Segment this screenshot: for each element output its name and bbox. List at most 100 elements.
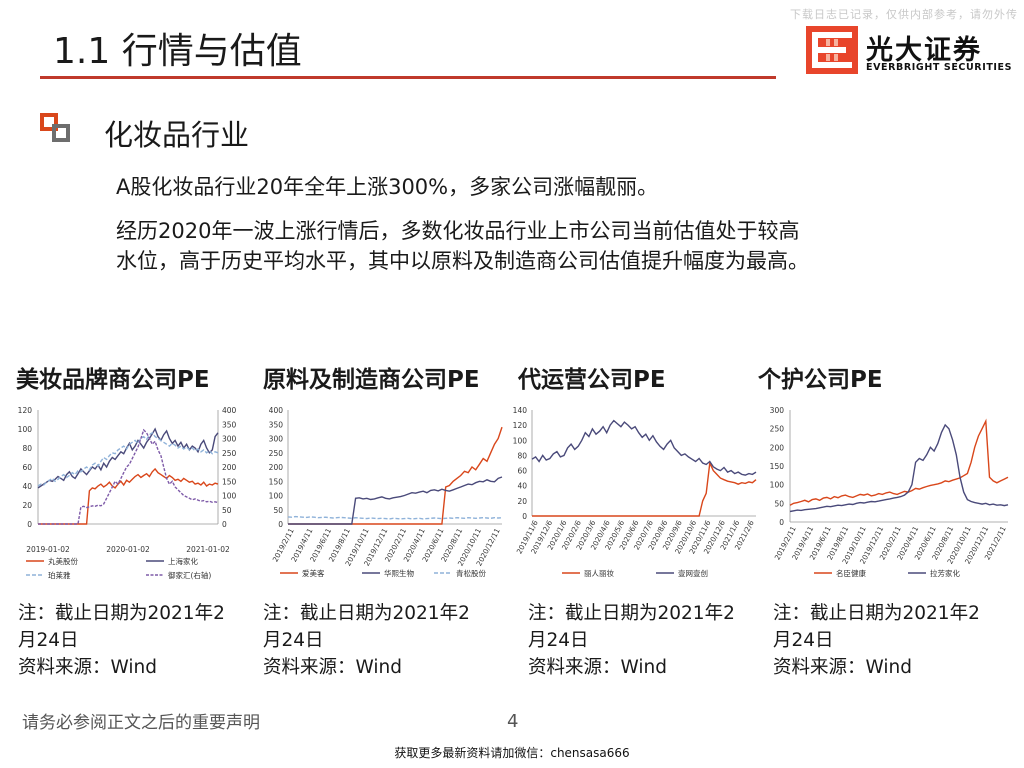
logo-chinese-name: 光大证券 [866, 35, 982, 66]
disclaimer: 请务必参阅正文之后的重要声明 [22, 713, 260, 733]
chart4-y-tick: 200 [770, 443, 785, 452]
chart2-legend-label: 华熙生物 [384, 568, 414, 578]
chart-title-beauty-brands: 美妆品牌商公司PE [16, 367, 210, 393]
chart3-y-tick: 100 [513, 436, 528, 445]
everbright-logo-icon [806, 26, 858, 74]
chart1-series-1 [37, 427, 219, 489]
chart2-y-tick: 100 [269, 492, 284, 501]
chart1-y-tick: 100 [18, 425, 33, 434]
chart4-y-tick: 300 [770, 406, 785, 415]
section-heading: 化妆品行业 [104, 118, 250, 152]
chart3-y-tick: 20 [517, 497, 527, 506]
chart2-y-tick: 250 [269, 449, 284, 458]
title-divider [40, 76, 776, 79]
chart3-y-tick: 0 [522, 512, 527, 521]
chart1-note-source: 资料来源：Wind [18, 657, 157, 678]
chart1-y2-tick: 350 [222, 420, 237, 429]
chart4-note-source: 资料来源：Wind [773, 657, 912, 678]
chart1-x-tick: 2021-01-02 [186, 545, 230, 554]
chart1-y2-tick: 250 [222, 449, 237, 458]
page-number: 4 [507, 711, 519, 732]
chart3-y-tick: 40 [517, 482, 527, 491]
page-title: 1.1 行情与估值 [53, 31, 302, 72]
chart2-y-tick: 300 [269, 435, 284, 444]
chart1-series-2 [37, 431, 219, 487]
chart1-y-tick: 120 [18, 406, 33, 415]
paragraph-2-line-2: 水位，高于历史平均水平，其中以原料及制造商公司估值提升幅度为最高。 [116, 249, 809, 273]
chart3-note-source: 资料来源：Wind [528, 657, 667, 678]
chart3-note: 注：截止日期为2021年2 月24日 资料来源：Wind [528, 600, 735, 681]
chart4-y-tick: 150 [770, 462, 785, 471]
chart-raw-materials: 4003503002502001501005002019/2/112019/4/… [258, 398, 508, 588]
chart1-y2-tick: 0 [222, 520, 227, 529]
chart3-note-line1: 注：截止日期为2021年2 [528, 603, 735, 624]
chart1-note-line1: 注：截止日期为2021年2 [18, 603, 225, 624]
chart3-y-tick: 120 [513, 421, 528, 430]
chart4-series-0 [789, 418, 1009, 506]
chart4-y-tick: 250 [770, 425, 785, 434]
chart1-x-tick: 2019-01-02 [26, 545, 70, 554]
chart4-y-tick: 100 [770, 481, 785, 490]
chart-title-personal-care: 个护公司PE [758, 367, 883, 393]
chart-title-raw-materials: 原料及制造商公司PE [263, 367, 480, 393]
chart1-note: 注：截止日期为2021年2 月24日 资料来源：Wind [18, 600, 225, 681]
chart3-y-tick: 140 [513, 406, 528, 415]
chart2-note-source: 资料来源：Wind [263, 657, 402, 678]
chart3-series-1 [531, 419, 757, 476]
paragraph-1: A股化妆品行业20年全年上涨300%，多家公司涨幅靓丽。 [116, 175, 659, 199]
chart2-note-line2: 月24日 [263, 630, 324, 651]
bottom-note: 获取更多最新资料请加微信：chensasa666 [394, 746, 630, 760]
chart4-series-1 [789, 423, 1009, 513]
chart1-y2-tick: 200 [222, 463, 237, 472]
paragraph-2-line-1: 经历2020年一波上涨行情后，多数化妆品行业上市公司当前估值处于较高 [116, 219, 800, 243]
chart3-legend-label: 丽人丽妆 [584, 568, 614, 578]
chart4-note-line2: 月24日 [773, 630, 834, 651]
chart1-y2-tick: 400 [222, 406, 237, 415]
watermark-text: 下载日志已记录，仅供内部参考，请勿外传 [790, 8, 1018, 21]
chart4-note-line1: 注：截止日期为2021年2 [773, 603, 980, 624]
chart2-series-1 [288, 476, 503, 525]
chart1-legend-label: 御家汇(右轴) [168, 570, 211, 580]
chart1-legend-label: 珀莱雅 [48, 570, 71, 580]
chart-beauty-brands: 1201008060402004003503002502001501005002… [4, 398, 248, 588]
chart-operators: 1401201008060402002019/11/62019/12/62020… [510, 398, 760, 588]
chart1-y-tick: 0 [27, 520, 32, 529]
chart1-y2-tick: 50 [222, 506, 232, 515]
chart3-y-tick: 60 [517, 467, 527, 476]
chart1-y2-tick: 300 [222, 435, 237, 444]
chart3-series-0 [532, 460, 757, 517]
chart1-legend-label: 上海家化 [168, 556, 198, 566]
chart1-y-tick: 40 [22, 482, 32, 491]
chart1-series-3 [38, 428, 219, 525]
chart2-y-tick: 400 [269, 406, 284, 415]
chart-personal-care: 3002502001501005002019/2/112019/4/112019… [762, 398, 1016, 588]
chart2-y-tick: 200 [269, 463, 284, 472]
bullet-squares-icon [40, 113, 70, 142]
chart2-note: 注：截止日期为2021年2 月24日 资料来源：Wind [263, 600, 470, 681]
chart1-y-tick: 20 [22, 501, 32, 510]
chart3-legend-label: 壹网壹创 [678, 568, 708, 578]
chart1-y-tick: 80 [22, 444, 32, 453]
chart1-x-tick: 2020-01-02 [106, 545, 150, 554]
chart1-y-tick: 60 [22, 463, 32, 472]
chart2-legend-label: 爱美客 [302, 568, 325, 578]
chart1-y2-tick: 100 [222, 492, 237, 501]
chart4-y-tick: 0 [779, 518, 784, 527]
chart2-legend-label: 青松股份 [456, 568, 486, 578]
chart3-y-tick: 80 [517, 451, 527, 460]
chart2-note-line1: 注：截止日期为2021年2 [263, 603, 470, 624]
chart2-y-tick: 350 [269, 420, 284, 429]
chart4-note: 注：截止日期为2021年2 月24日 资料来源：Wind [773, 600, 980, 681]
chart2-y-tick: 0 [278, 520, 283, 529]
chart4-y-tick: 50 [774, 499, 784, 508]
chart1-y2-tick: 150 [222, 477, 237, 486]
chart1-note-line2: 月24日 [18, 630, 79, 651]
logo-english-name: EVERBRIGHT SECURITIES [866, 62, 1013, 73]
chart3-note-line2: 月24日 [528, 630, 589, 651]
chart2-y-tick: 150 [269, 477, 284, 486]
chart4-legend-label: 拉芳家化 [930, 568, 960, 578]
chart-title-operators: 代运营公司PE [518, 367, 666, 393]
chart2-y-tick: 50 [273, 506, 283, 515]
chart1-legend-label: 丸美股份 [48, 556, 78, 566]
chart4-legend-label: 名臣健康 [836, 568, 866, 578]
